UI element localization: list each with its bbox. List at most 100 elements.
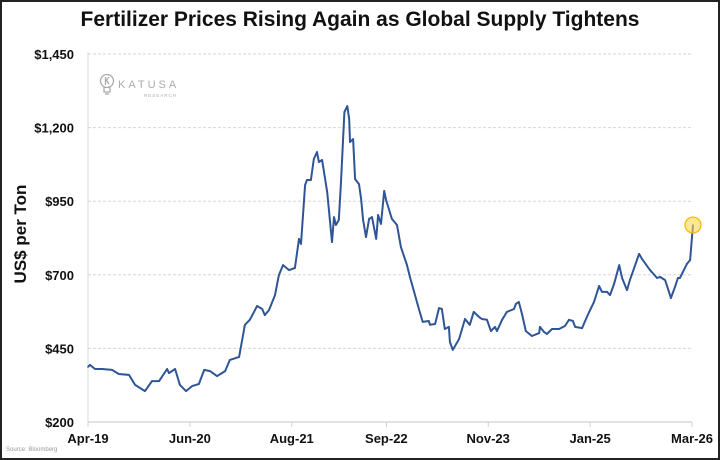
data-point [274,294,276,296]
data-point [248,319,251,321]
x-tick-label: Aug-21 [270,431,314,446]
data-point [464,318,466,320]
data-point [538,332,540,334]
data-point [158,380,160,382]
data-point [321,159,323,161]
data-point [409,276,411,278]
data-point [551,328,553,330]
data-point [203,369,205,371]
data-point [304,184,306,186]
data-point [288,269,290,271]
data-point [598,285,600,287]
data-point [209,370,211,372]
x-tick-label: Mar-26 [671,431,713,446]
data-point [310,179,312,181]
x-tick-label: Nov-23 [467,431,510,446]
katusa-logo: KATUSA RESEARCH [99,73,179,98]
data-point [111,369,113,371]
data-point [444,328,446,330]
data-point [588,311,590,313]
data-point [629,279,631,281]
data-point [198,383,200,385]
data-point [406,264,408,266]
logo-name: KATUSA [118,79,179,91]
data-point [365,236,367,238]
data-point [261,308,263,310]
data-point [216,375,218,377]
data-point [501,319,503,321]
data-point [521,313,523,315]
y-tick-label: $450 [45,341,74,356]
data-point [546,333,548,335]
data-point [518,301,520,303]
data-point [513,308,515,310]
data-point [494,326,496,328]
data-point [472,311,475,313]
data-point [338,219,340,221]
logo-subtitle: RESEARCH [144,93,177,98]
data-point [664,279,666,281]
data-point [349,141,351,143]
data-point [421,321,424,323]
data-point [151,380,153,382]
data-point [606,291,608,293]
data-point [486,319,488,321]
data-point [358,183,360,185]
data-point [641,258,643,260]
data-point [371,216,373,218]
data-point [670,297,672,299]
data-point [593,301,595,303]
data-point [469,324,471,326]
data-point [585,318,587,320]
data-point [668,291,670,293]
data-point [343,111,346,113]
data-point [396,224,398,226]
data-point [179,384,181,386]
data-point [649,269,651,271]
y-tick-label: $700 [45,268,74,283]
data-point [256,305,258,307]
lightbulb-icon [99,73,115,95]
x-tick-label: Apr-19 [67,431,108,446]
data-point [496,330,498,332]
data-point [686,263,688,265]
data-point [278,274,280,276]
data-point [568,319,570,321]
data-point [626,289,628,291]
data-point [449,341,451,343]
data-point [244,324,246,326]
data-point [101,368,103,370]
data-point [448,326,450,328]
data-point [185,390,187,392]
data-point [191,385,193,387]
data-point [94,368,96,370]
data-point [581,327,583,329]
data-point [298,238,300,240]
data-point [572,320,574,322]
data-point [679,277,681,279]
data-point [306,179,308,181]
data-point [613,283,615,285]
data-point [638,253,640,255]
data-point [596,291,598,293]
data-point [128,374,130,376]
y-tick-label: $950 [45,194,74,209]
x-tick-label: Jun-20 [169,431,211,446]
data-point [316,151,318,153]
data-point [418,308,420,310]
data-point [333,216,335,218]
data-point [564,325,566,327]
data-point [438,307,440,309]
data-point [429,324,431,326]
data-point [282,264,284,266]
data-point [331,241,333,243]
data-point [354,178,356,180]
data-point [224,370,226,372]
data-point [574,326,576,328]
data-point [621,277,623,279]
data-point [383,190,385,192]
data-point [452,349,454,351]
data-point [300,243,302,245]
